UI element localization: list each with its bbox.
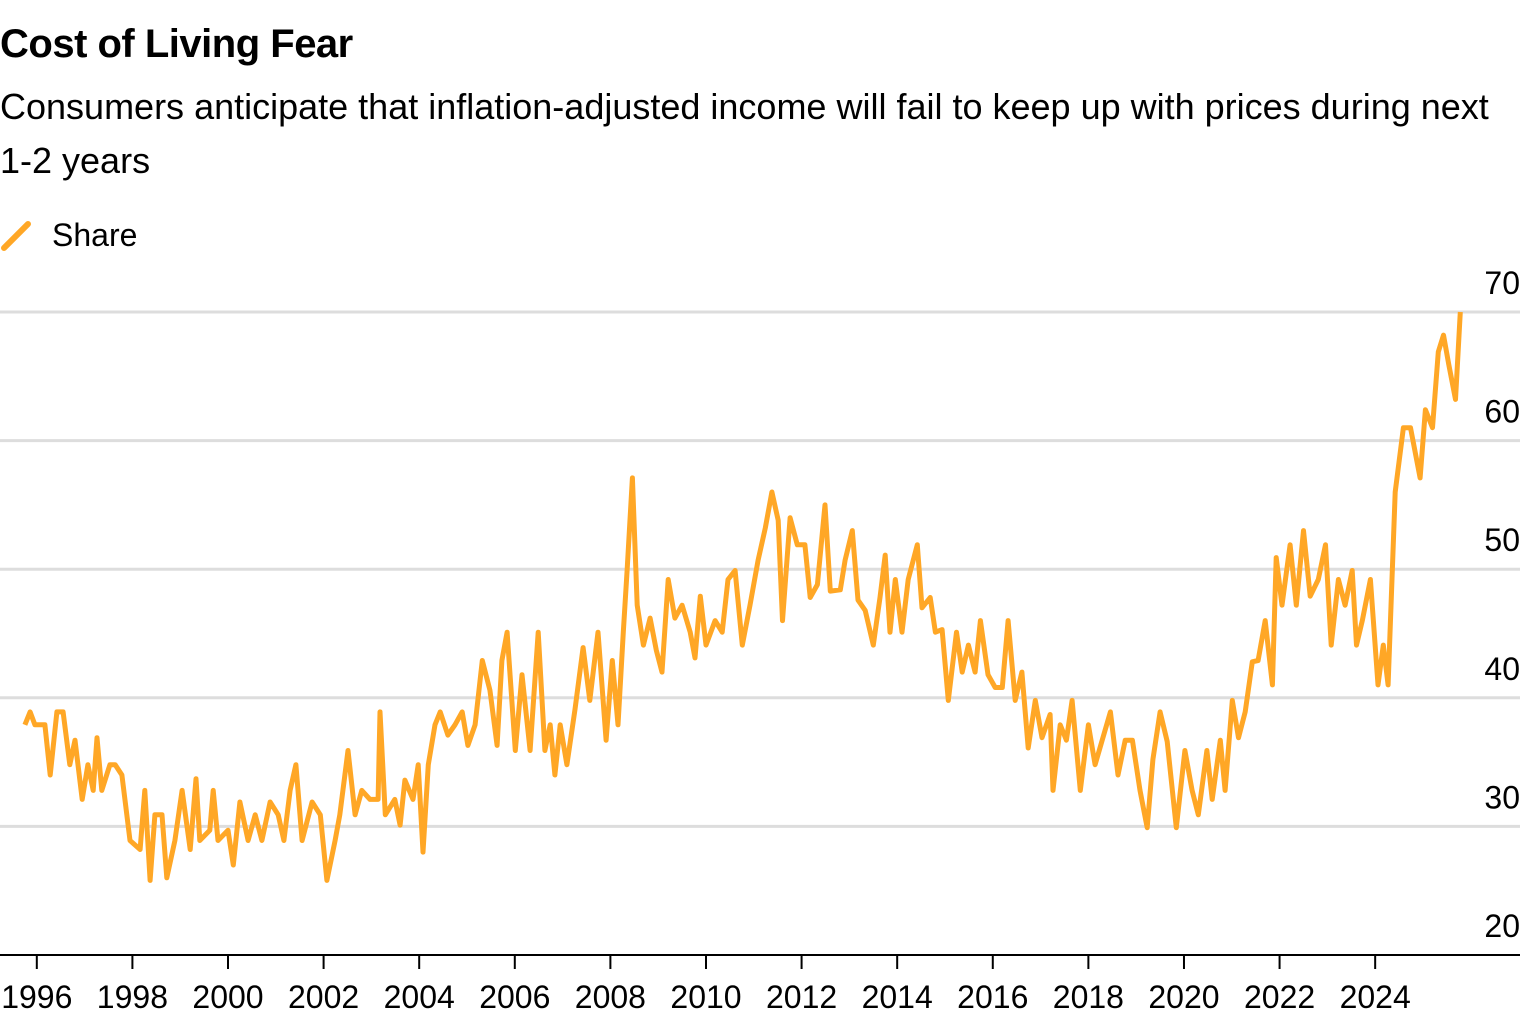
x-tick-label: 2008 <box>575 979 646 1015</box>
x-tick-label: 2014 <box>862 979 933 1015</box>
x-tick-label: 1996 <box>1 979 72 1015</box>
y-tick-label: 70 <box>1484 265 1520 301</box>
y-tick-label: 20 <box>1484 908 1520 944</box>
x-tick-label: 2018 <box>1053 979 1124 1015</box>
x-tick-label: 2000 <box>192 979 263 1015</box>
x-tick-label: 1998 <box>97 979 168 1015</box>
x-tick-label: 2016 <box>957 979 1028 1015</box>
y-tick-label: 40 <box>1484 651 1520 687</box>
x-tick-label: 2022 <box>1244 979 1315 1015</box>
y-tick-label: 50 <box>1484 522 1520 558</box>
x-tick-label: 2012 <box>766 979 837 1015</box>
chart-subtitle: Consumers anticipate that inflation-adju… <box>0 86 1489 181</box>
legend-label: Share <box>52 217 137 253</box>
x-tick-label: 2010 <box>670 979 741 1015</box>
y-tick-label: 30 <box>1484 779 1520 815</box>
x-tick-label: 2002 <box>288 979 359 1015</box>
legend-swatch <box>1 221 31 251</box>
y-tick-label: 60 <box>1484 394 1520 430</box>
x-tick-label: 2024 <box>1340 979 1411 1015</box>
x-tick-label: 2020 <box>1148 979 1219 1015</box>
x-tick-label: 2004 <box>384 979 455 1015</box>
chart-title: Cost of Living Fear <box>0 22 353 66</box>
x-tick-label: 2006 <box>479 979 550 1015</box>
data-line <box>22 311 1463 883</box>
